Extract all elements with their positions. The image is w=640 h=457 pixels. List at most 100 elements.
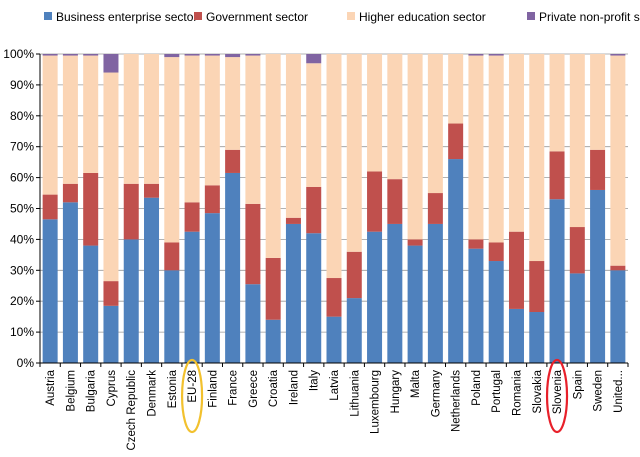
bar-stack-finland [204,54,220,363]
bar-segment-ireland-higher-education-sector [285,54,301,218]
x-tick-label-poland: Poland [471,370,483,406]
bar-stack-croatia [265,54,281,363]
bar-segment-bulgaria-government-sector [83,172,99,246]
bar-segment-denmark-business-enterprise-sector [144,197,160,363]
legend-item-private-non-profit-sector: Private non-profit sector [527,10,640,24]
bar-segment-portugal-private-non-profit-sector [488,54,504,56]
bar-segment-luxembourg-higher-education-sector [367,54,383,172]
legend-item-government-sector: Government sector [194,10,308,24]
x-tick-label-ireland: Ireland [288,370,300,405]
bar-segment-greece-private-non-profit-sector [245,54,261,56]
bar-segment-finland-business-enterprise-sector [204,213,220,363]
bar-stack-slovakia [529,54,545,363]
bar-segment-netherlands-business-enterprise-sector [448,159,464,363]
legend-swatch-private-non-profit-sector [527,12,535,20]
bar-segment-united-private-non-profit-sector [610,54,626,56]
legend-item-business-enterprise-sector: Business enterprise sector [44,10,197,24]
bar-segment-slovakia-business-enterprise-sector [529,312,545,363]
bar-segment-greece-higher-education-sector [245,55,261,204]
bar-segment-cyprus-private-non-profit-sector [103,54,119,73]
bar-segment-italy-private-non-profit-sector [306,54,322,64]
bar-segment-united-higher-education-sector [610,55,626,266]
x-tick-label-slovakia: Slovakia [532,369,544,413]
y-tick-label-20: 20% [10,294,34,308]
bar-segment-lithuania-business-enterprise-sector [346,298,362,363]
x-tick-label-bulgaria: Bulgaria [86,369,98,412]
x-tick-labels: Austria Belgium Bulgaria Cyprus Czech Republ… [45,369,625,450]
bar-stack-netherlands [448,54,464,363]
x-tick-label-portugal: Portugal [491,370,503,413]
bar-stack-greece [245,54,261,363]
bar-segment-slovenia-higher-education-sector [549,54,565,152]
bars [42,54,626,363]
bar-segment-slovenia-business-enterprise-sector [549,199,565,363]
bar-segment-poland-private-non-profit-sector [468,54,484,56]
bar-segment-austria-private-non-profit-sector [42,54,58,56]
bar-segment-belgium-private-non-profit-sector [62,54,78,56]
bar-stack-germany [427,54,443,363]
bar-segment-croatia-business-enterprise-sector [265,319,281,363]
bar-segment-poland-higher-education-sector [468,55,484,240]
bar-segment-ireland-government-sector [285,217,301,224]
bar-segment-portugal-business-enterprise-sector [488,261,504,363]
bar-segment-austria-higher-education-sector [42,55,58,195]
bar-segment-belgium-government-sector [62,183,78,203]
x-tick-label-united: United... [613,370,625,413]
bar-segment-romania-government-sector [508,231,524,309]
bar-segment-poland-business-enterprise-sector [468,248,484,363]
bar-segment-finland-government-sector [204,185,220,214]
bar-stack-sweden [590,54,606,363]
bar-segment-france-business-enterprise-sector [225,172,241,363]
x-tick-label-slovenia: Slovenia [552,369,564,414]
bar-segment-sweden-business-enterprise-sector [590,189,606,363]
bar-stack-slovenia [549,54,565,363]
x-tick-label-eu-28: EU-28 [187,370,199,403]
x-tick-label-denmark: Denmark [147,370,159,417]
bar-segment-malta-higher-education-sector [407,54,423,240]
bar-stack-romania [508,54,524,363]
bar-segment-sweden-higher-education-sector [590,54,606,150]
bar-segment-austria-business-enterprise-sector [42,219,58,363]
bar-segment-romania-business-enterprise-sector [508,308,524,363]
bar-segment-bulgaria-private-non-profit-sector [83,54,99,56]
bar-segment-czech-republic-government-sector [123,183,139,240]
bar-segment-united-government-sector [610,265,626,271]
bar-segment-portugal-higher-education-sector [488,55,504,243]
bar-segment-cyprus-business-enterprise-sector [103,305,119,363]
bar-stack-bulgaria [83,54,99,363]
bar-segment-malta-government-sector [407,239,423,246]
bar-segment-hungary-business-enterprise-sector [387,223,403,363]
bar-segment-hungary-government-sector [387,179,403,224]
x-tick-label-france: France [228,370,240,406]
bar-stack-united [610,54,626,363]
legend: Business enterprise sector Government sec… [44,10,640,24]
x-tick-label-italy: Italy [309,370,321,391]
x-tick-label-finland: Finland [207,370,219,408]
highlight-ring-eu-28 [180,358,204,434]
legend-swatch-business-enterprise-sector [44,12,52,20]
y-tick-label-70: 70% [10,140,34,154]
bar-segment-greece-government-sector [245,203,261,285]
y-tick-label-30: 30% [10,263,34,277]
bar-stack-spain [569,54,585,363]
bar-segment-hungary-higher-education-sector [387,54,403,180]
x-tick-label-belgium: Belgium [65,370,77,412]
legend-label-higher-education-sector: Higher education sector [359,10,486,24]
bar-segment-czech-republic-higher-education-sector [123,54,139,184]
bar-stack-belgium [62,54,78,363]
bar-segment-latvia-government-sector [326,278,342,317]
bar-segment-luxembourg-business-enterprise-sector [367,231,383,363]
bar-segment-germany-government-sector [427,193,443,224]
bar-segment-germany-business-enterprise-sector [427,223,443,363]
highlight-ring-slovenia [545,358,569,434]
x-tick-label-czech-republic: Czech Republic [126,370,138,451]
legend-swatch-higher-education-sector [347,12,355,20]
bar-segment-luxembourg-government-sector [367,171,383,232]
bar-segment-estonia-private-non-profit-sector [164,54,180,58]
y-tick-label-10: 10% [10,325,34,339]
bar-segment-estonia-business-enterprise-sector [164,270,180,363]
x-tick-label-netherlands: Netherlands [451,370,463,432]
bar-segment-france-private-non-profit-sector [225,54,241,58]
x-tick-label-malta: Malta [410,369,422,398]
bar-segment-netherlands-government-sector [448,123,464,160]
